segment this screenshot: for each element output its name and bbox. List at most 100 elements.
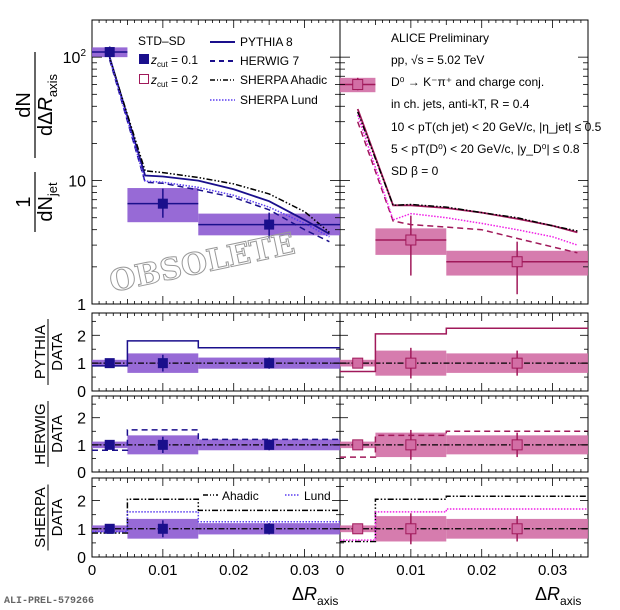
ratio-model-step: [92, 340, 340, 367]
y-label-ddr: dΔRaxis: [35, 73, 60, 136]
legend-zcut01: zcut = 0.1: [150, 53, 198, 69]
ratio-data-point: [511, 523, 523, 535]
ratio-data-point: [405, 523, 417, 535]
preliminary-id: ALI-PREL-579266: [4, 596, 94, 607]
ratio-panel-frame-1-1: [339, 395, 589, 473]
ratio-data-point: [264, 439, 275, 450]
legend-pythia: PYTHIA 8: [240, 35, 293, 49]
ratio-y-tick-label: 1: [77, 522, 86, 539]
x-tick-label: 0: [336, 562, 344, 579]
annotation-decay: D⁰ → K⁻π⁺ and charge conj.: [391, 75, 544, 89]
model-curve-sherpa-ahadic: [108, 57, 330, 233]
data-point: [104, 47, 115, 58]
sherpa-legend-lund: Lund: [304, 489, 331, 503]
ratio-panel-frame-2-0: [91, 477, 341, 558]
data-point: [511, 256, 523, 268]
x-tick-label: 0.03: [290, 562, 319, 579]
ratio-model-step: [340, 508, 588, 541]
data-point: [157, 198, 168, 209]
ratio-data-point: [264, 358, 275, 369]
top-y-tick-label: 102: [63, 48, 87, 67]
x-axis-label-right: ΔRaxis: [535, 584, 581, 608]
top-y-tick-label: 10: [68, 174, 86, 191]
ratio-label-denominator: DATA: [49, 333, 66, 371]
ratio-y-tick-label: 2: [77, 411, 86, 428]
ratio-label-numerator: HERWIG: [32, 403, 49, 464]
top-y-tick-label: 1: [77, 297, 86, 314]
data-point: [405, 234, 417, 246]
ratio-label-denominator: DATA: [49, 499, 66, 537]
top-panel-frame-1: [339, 19, 589, 305]
model-curve-sherpa-ahadic: [356, 111, 578, 232]
ratio-model-step: [340, 327, 588, 373]
legend-marker-zcut01: [139, 54, 149, 64]
ratio-data-point: [157, 358, 168, 369]
legend-header: STD–SD: [138, 34, 186, 48]
x-axis-label-left: ΔRaxis: [292, 584, 338, 608]
model-curve-herwig-7: [108, 59, 330, 243]
y-label-dnjet: dNjet: [35, 182, 60, 222]
superscript: 2: [80, 48, 86, 59]
ratio-data-point: [104, 439, 115, 450]
model-curve-sherpa-lund: [356, 114, 578, 246]
ratio-data-point: [511, 357, 523, 369]
annotations: ALICE Preliminary pp, √s = 5.02 TeV D⁰ →…: [391, 31, 602, 178]
ratio-y-tick-label: 1: [77, 356, 86, 373]
ratio-data-point: [405, 357, 417, 369]
ratio-data-point: [104, 523, 115, 534]
annotation-title: ALICE Preliminary: [391, 31, 489, 45]
ratio-data-point: [511, 439, 523, 451]
ratio-label-numerator: SHERPA: [32, 487, 49, 548]
legend-sherpa-lund: SHERPA Lund: [240, 93, 318, 107]
annotation-sd: SD β = 0: [391, 164, 439, 178]
annotation-energy: pp, √s = 5.02 TeV: [391, 53, 484, 67]
y-label-fraction-a: 1 dNjet: [13, 172, 60, 232]
legend-sherpa-ahadic: SHERPA Ahadic: [240, 73, 327, 87]
ratio-panel-frame-0-0: [91, 312, 341, 392]
y-label-fraction-b: dN dΔRaxis: [13, 52, 60, 158]
ratio-data-point: [157, 523, 168, 534]
ratio-data-point: [157, 439, 168, 450]
legend-marker-zcut02: [139, 74, 149, 84]
annotation-jets: in ch. jets, anti-kT, R = 0.4: [391, 97, 530, 111]
ratio-y-tick-label: 0: [77, 550, 86, 567]
ratio-panel-frame-1-0: [91, 395, 341, 473]
data-point: [264, 219, 275, 230]
model-curve-herwig-7: [356, 121, 578, 254]
ratio-y-tick-label: 1: [77, 438, 86, 455]
ratio-data-point: [352, 439, 364, 451]
sherpa-legend-ahadic: Ahadic: [222, 489, 259, 503]
x-tick-label: 0.03: [538, 562, 567, 579]
x-tick-label: 0.02: [467, 562, 496, 579]
ratio-data-point: [352, 523, 364, 535]
ratio-data-point: [352, 357, 364, 369]
x-tick-label: 0.01: [148, 562, 177, 579]
ratio-y-tick-label: 0: [77, 384, 86, 401]
legend: STD–SD zcut = 0.1 zcut = 0.2 PYTHIA 8 HE…: [138, 34, 327, 107]
ratio-y-tick-label: 2: [77, 328, 86, 345]
ratio-label-numerator: PYTHIA: [32, 325, 49, 379]
ratio-data-point: [405, 439, 417, 451]
sherpa-legend: Ahadic Lund: [203, 489, 331, 503]
ratio-data-point: [264, 523, 275, 534]
x-tick-label: 0.02: [219, 562, 248, 579]
x-tick-label: 0: [88, 562, 96, 579]
ratio-model-step: [340, 495, 588, 543]
top-y-axis-label: 1 dNjet dN dΔRaxis: [13, 52, 60, 232]
ratio-y-tick-label: 0: [77, 465, 86, 482]
x-tick-label: 0.01: [396, 562, 425, 579]
ratio-data-point: [104, 358, 115, 369]
ratio-model-step: [92, 511, 340, 533]
ratio-panel-frame-0-1: [339, 312, 589, 392]
y-label-one: 1: [13, 196, 35, 207]
model-curve-pythia-8: [108, 56, 330, 235]
ratio-model-step: [92, 429, 340, 452]
legend-zcut02: zcut = 0.2: [150, 73, 198, 89]
ratio-panel-frame-2-1: [339, 477, 589, 558]
ratio-label-denominator: DATA: [49, 415, 66, 453]
ratio-y-tick-label: 2: [77, 494, 86, 511]
data-point: [352, 79, 364, 91]
annotation-jet-pt: 10 < pT(ch jet) < 20 GeV/c, |η_jet| ≤ 0.…: [391, 120, 602, 134]
model-curve-sherpa-lund: [108, 58, 330, 238]
